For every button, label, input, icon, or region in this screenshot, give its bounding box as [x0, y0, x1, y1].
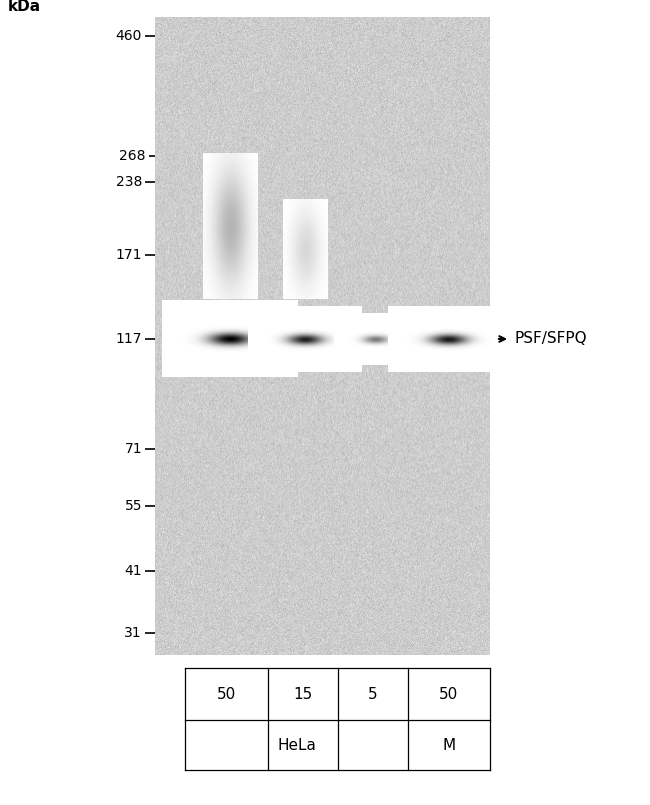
Text: HeLa: HeLa — [277, 737, 316, 753]
Text: 238: 238 — [116, 175, 142, 189]
Text: 71: 71 — [124, 443, 142, 456]
Text: 41: 41 — [124, 564, 142, 578]
Text: 117: 117 — [116, 332, 142, 346]
Text: kDa: kDa — [8, 0, 41, 14]
Text: 50: 50 — [217, 687, 236, 701]
Text: 31: 31 — [124, 625, 142, 639]
Text: 5: 5 — [368, 687, 378, 701]
Text: 55: 55 — [125, 499, 142, 513]
Text: 268: 268 — [120, 149, 146, 163]
Text: PSF/SFPQ: PSF/SFPQ — [514, 332, 586, 346]
Text: 460: 460 — [116, 30, 142, 43]
Text: 171: 171 — [116, 248, 142, 262]
Text: 15: 15 — [293, 687, 313, 701]
Text: M: M — [443, 737, 456, 753]
Text: 50: 50 — [439, 687, 459, 701]
